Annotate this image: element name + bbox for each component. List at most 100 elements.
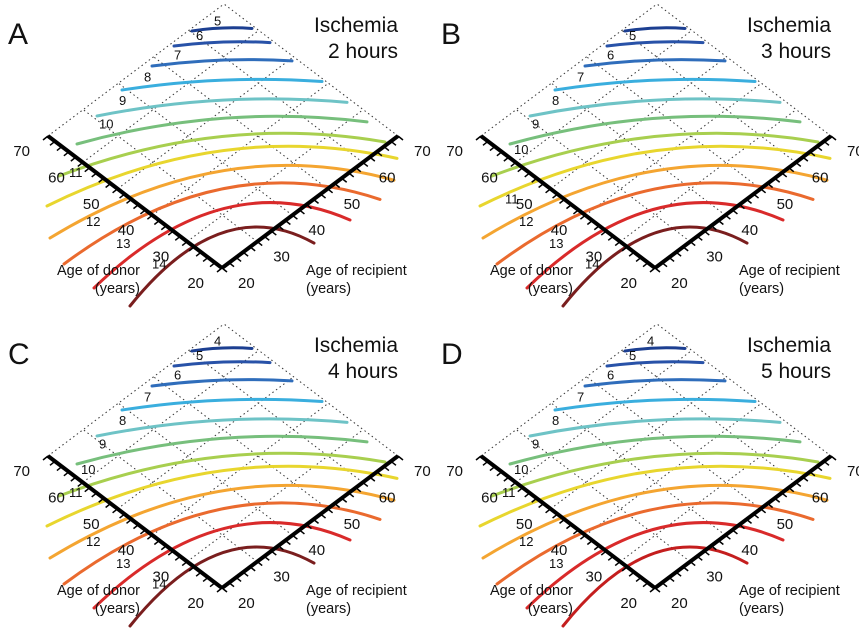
axis-tick [126,198,132,204]
donor-axis-label: (years) [95,601,140,617]
grid-line [585,402,762,536]
grid-line [47,3,225,137]
contour-label: 14 [152,577,166,592]
contour-line [583,378,727,388]
contour-line [48,163,396,240]
axis-tick [559,198,565,204]
axis-tick [593,225,600,231]
axis-tick [105,502,112,509]
donor-tick-label: 30 [153,569,170,586]
donor-axis-label: (years) [528,281,573,297]
axis-tick [153,539,160,546]
contour-line [95,97,349,118]
axis-tick [538,182,545,189]
axis-tick [809,471,816,477]
grid-line [223,3,399,137]
axis-tick [635,576,642,583]
axis-tick [270,230,277,236]
recipient-tick-label: 70 [847,143,859,160]
axis-tick [390,140,397,146]
axis-tick [661,582,668,588]
axis-tick [809,151,816,157]
axis-tick [42,135,49,141]
donor-tick-label: 70 [13,143,30,160]
axis-tick [277,545,284,551]
recipient-axis-label: Age of recipient [739,263,840,279]
axis-tick [475,135,482,141]
axis-tick [270,550,277,556]
axis-tick [77,161,84,167]
contour-line [128,545,316,628]
panel-title: Ischemia [747,334,831,357]
axis-tick [91,492,98,498]
axis-tick [731,529,738,535]
axis-tick [489,465,496,472]
donor-tick-label: 20 [620,275,637,292]
axis-tick [195,571,202,577]
axis-tick [830,135,837,141]
donor-axis-label: (years) [528,601,573,617]
axis-tick [781,492,788,498]
contour-line [478,464,832,528]
donor-tick-label: 30 [586,569,603,586]
axis-tick [112,508,119,514]
grid-line [515,429,691,562]
axis-tick [146,534,153,540]
donor-tick-label: 20 [187,595,204,612]
contour-label: 6 [607,47,614,62]
donor-tick-label: 50 [83,516,100,533]
recipient-tick-label: 70 [414,143,431,160]
axis-tick [98,177,105,183]
axis-tick [228,262,235,268]
panel-letter: C [8,338,30,371]
contour-line [561,545,749,628]
axis-tick [320,193,327,199]
contour-line [490,131,820,178]
contour-line [508,434,802,466]
axis-tick [753,513,760,519]
axis-tick [263,555,270,561]
axis-tick [649,267,656,273]
axis-tick [703,550,710,556]
axis-tick [376,151,383,157]
axis-tick [607,235,614,241]
contour-line [75,434,369,466]
axis-tick [675,251,682,257]
recipient-tick-label: 40 [741,542,758,559]
axis-tick [249,246,256,252]
axis-tick [628,251,635,257]
donor-tick-label: 30 [586,249,603,266]
axis-tick [202,576,209,583]
axis-tick [160,545,167,551]
axis-tick [531,177,538,183]
axis-tick [284,539,291,546]
contour-line [150,378,294,388]
axis-tick [146,214,153,220]
axis-tick [724,534,731,540]
axis-tick [524,492,531,498]
contour-line [508,114,802,146]
grid-line [515,349,693,483]
contour-label: 5 [629,348,636,363]
recipient-axis-label: (years) [306,281,351,297]
contour-label: 12 [86,534,100,549]
axis-tick [593,545,600,551]
panel-c: 456 7 89 10 11 12 13 14 20 30 40 50 60 70 20 30 40 50 60 70… [8,323,431,628]
grid-line [619,429,797,563]
grid-line [585,82,762,216]
axis-tick [56,465,63,472]
contour-label: 10 [99,116,113,131]
donor-tick-label: 60 [48,489,65,506]
axis-tick [77,481,84,487]
grid-line [656,3,832,137]
donor-tick-label: 50 [516,516,533,533]
donor-tick-label: 60 [48,169,65,186]
axis-tick [823,460,830,466]
axis-tick [291,534,298,540]
donor-axis [479,134,657,270]
grid-line [82,429,258,562]
recipient-tick-label: 30 [273,249,290,266]
axis-tick [320,513,327,519]
axis-tick [181,241,188,247]
